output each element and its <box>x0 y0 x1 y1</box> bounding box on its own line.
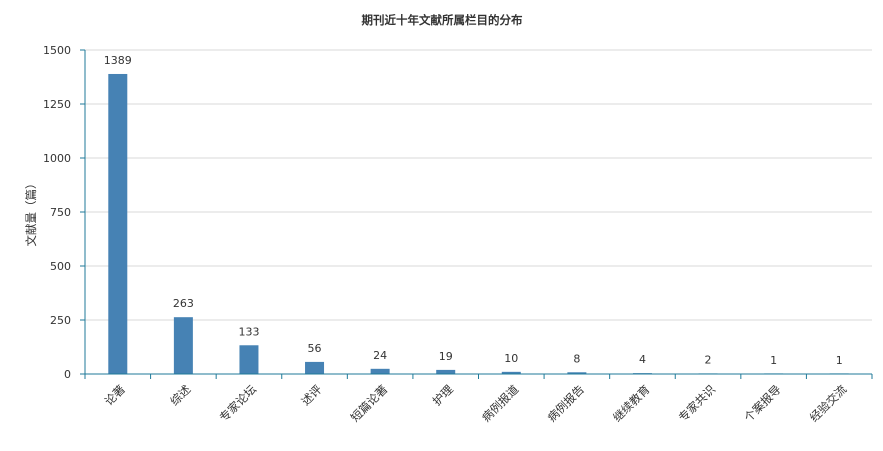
y-axis-label: 文献量（篇） <box>24 178 38 247</box>
bar <box>501 371 521 374</box>
bar <box>173 317 193 374</box>
data-label: 1 <box>770 354 777 367</box>
data-label: 4 <box>639 353 646 366</box>
data-label: 2 <box>705 354 712 367</box>
data-label: 8 <box>573 352 580 365</box>
bar <box>370 368 390 374</box>
bar <box>239 345 259 374</box>
category-label: 专家论坛 <box>217 382 260 425</box>
chart-title: 期刊近十年文献所属栏目的分布 <box>362 13 523 27</box>
data-label: 10 <box>504 352 518 365</box>
category-label: 护理 <box>430 382 457 409</box>
bar <box>305 361 325 374</box>
category-label: 病例报告 <box>545 382 587 424</box>
data-label: 263 <box>173 297 194 310</box>
y-tick-label: 250 <box>50 314 71 327</box>
category-label: 病例报道 <box>479 382 522 425</box>
y-tick-label: 1000 <box>43 152 71 165</box>
category-label: 经验交流 <box>807 382 850 425</box>
y-tick-label: 500 <box>50 260 71 273</box>
data-label: 24 <box>373 349 387 362</box>
data-label: 1389 <box>104 54 132 67</box>
data-label: 56 <box>308 342 322 355</box>
y-tick-label: 1250 <box>43 98 71 111</box>
bar <box>436 369 456 374</box>
category-label: 短篇论著 <box>348 382 390 424</box>
category-label: 述评 <box>299 382 326 409</box>
bar <box>567 372 587 374</box>
y-tick-labels: 0 250 500 750 1000 1250 1500 <box>43 44 71 381</box>
category-label: 专家共识 <box>676 382 718 424</box>
bar <box>108 73 128 374</box>
category-label: 个案报导 <box>741 382 783 424</box>
category-label: 继续教育 <box>610 382 652 424</box>
category-label: 论著 <box>102 382 128 408</box>
axes <box>80 49 873 379</box>
data-label: 1 <box>836 354 843 367</box>
gridlines <box>85 49 872 321</box>
category-labels: 论著 综述 专家论坛 述评 短篇论著 护理 病例报道 病例报告 继续教育 专家共识 个案报导 经验交流 <box>102 382 850 425</box>
y-tick-label: 750 <box>50 206 71 219</box>
data-label: 19 <box>439 350 453 363</box>
bars <box>108 73 849 374</box>
data-label: 133 <box>238 325 259 338</box>
category-label: 综述 <box>167 382 194 409</box>
y-tick-label: 0 <box>64 368 71 381</box>
y-tick-label: 1500 <box>43 44 71 57</box>
data-labels: 1389 263 133 56 24 19 10 8 4 2 1 1 <box>104 54 843 367</box>
